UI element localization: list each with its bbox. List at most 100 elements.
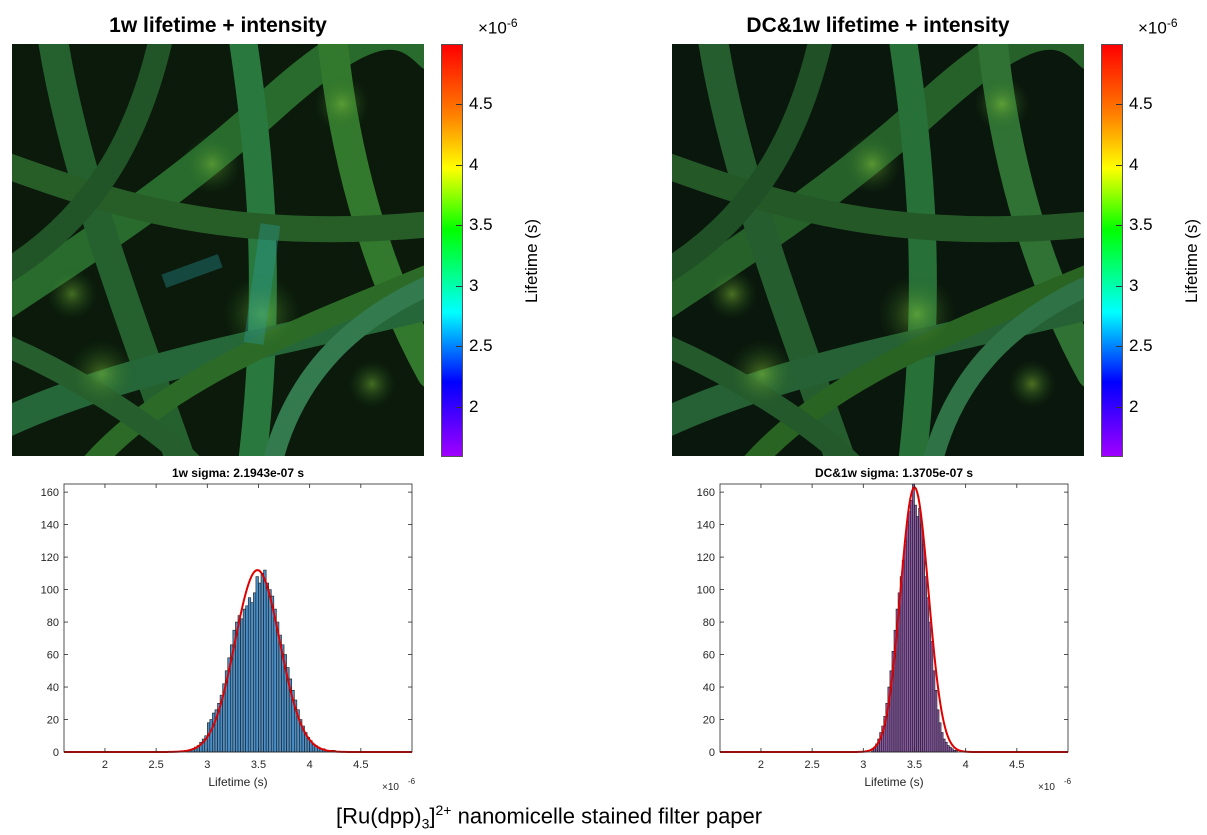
y-tick-label: 160 <box>41 487 59 499</box>
x-axis-exponent-power: -6 <box>408 777 416 786</box>
colorbar-tick-mark <box>1116 104 1122 106</box>
histogram-bar <box>951 748 954 753</box>
y-tick-label: 140 <box>697 520 715 532</box>
colorbar-tick-label: 4.5 <box>469 94 493 114</box>
histogram-bar <box>270 595 275 753</box>
colorbar-tick-mark <box>1116 225 1122 227</box>
histogram-bar <box>934 689 938 753</box>
y-tick-label: 40 <box>703 682 715 694</box>
colorbar-tick-mark <box>456 406 462 408</box>
histogram-bar <box>253 592 257 753</box>
colorbar-tick-label: 4 <box>469 154 479 174</box>
histogram-title-dc1w: DC&1w sigma: 1.3705e-07 s <box>814 466 974 480</box>
colorbar-tick-label: 3 <box>469 275 479 295</box>
image-title-dc1w: DC&1w lifetime + intensity <box>746 14 1010 37</box>
fiber-texture-dc1w <box>672 44 1084 456</box>
histogram-dc1w: 0 20 40 60 80 100 120 140 160 2 2.5 3 3.5 4 4.5 Lifetim… <box>697 483 1072 793</box>
colorbar-dc1w <box>1101 44 1123 457</box>
histogram-bar <box>932 670 936 753</box>
x-tick-label: 2 <box>758 759 764 771</box>
colorbar-tick-label: 4 <box>1129 154 1139 174</box>
image-title-1w: 1w lifetime + intensity <box>109 14 327 37</box>
colorbar-label-1w: Lifetime (s) <box>522 218 541 303</box>
x-tick-label: 4.5 <box>353 759 368 771</box>
histogram-1w: 0 20 40 60 80 100 120 140 160 2 2.5 3 3.5 4 4.5 Lifetim… <box>41 483 416 793</box>
colorbar-tick-mark <box>456 164 462 166</box>
colorbar-tick-mark <box>1116 346 1122 348</box>
histogram-bar <box>928 621 932 753</box>
histogram-bar <box>920 524 923 753</box>
histogram-bar <box>926 597 930 753</box>
x-tick-label: 2 <box>102 759 108 771</box>
y-tick-label: 100 <box>697 585 715 597</box>
colorbar-tick-mark <box>456 225 462 227</box>
histogram-bar <box>914 504 917 753</box>
colorbar-tick-label: 2.5 <box>1129 336 1153 356</box>
histogram-bar <box>245 605 249 753</box>
y-tick-label: 0 <box>709 747 715 759</box>
histogram-bar <box>944 741 948 753</box>
histogram-title-1w: 1w sigma: 2.1943e-07 s <box>171 466 305 480</box>
colorbar-tick-label: 2 <box>469 396 479 416</box>
histogram-bar <box>910 499 913 753</box>
y-tick-label: 80 <box>47 617 59 629</box>
colorbar-tick-label: 2.5 <box>469 336 493 356</box>
histogram-bar <box>276 621 280 753</box>
colorbar-tick-mark <box>1116 406 1122 408</box>
y-tick-label: 20 <box>47 715 59 727</box>
x-tick-label: 2.5 <box>148 759 163 771</box>
histogram-bar <box>916 516 919 753</box>
histogram-bar <box>260 573 264 753</box>
figure-caption: [Ru(dpp)3]2+ nanomicelle stained filter … <box>336 802 763 832</box>
histogram-bar <box>930 641 934 753</box>
colorbar-tick-mark <box>1116 164 1122 166</box>
y-tick-label: 80 <box>703 617 715 629</box>
y-tick-label: 20 <box>703 715 715 727</box>
x-axis-exponent-power: -6 <box>1064 777 1072 786</box>
x-axis-exponent: ×10 <box>1038 782 1055 793</box>
colorbar-tick-mark <box>456 346 462 348</box>
y-tick-label: 60 <box>47 650 59 662</box>
histogram-bar <box>268 589 272 753</box>
colorbar-exponent-dc1w: ×10-6 <box>1138 16 1178 38</box>
histogram-bar <box>240 618 244 753</box>
colorbar-1w <box>441 44 463 457</box>
histogram-bar <box>922 543 926 753</box>
histogram-bar <box>924 576 928 753</box>
colorbar-label-dc1w: Lifetime (s) <box>1182 218 1201 303</box>
axes-frame <box>63 483 413 753</box>
colorbar-tick-label: 3 <box>1129 275 1139 295</box>
colorbar-tick-label: 2 <box>1129 396 1139 416</box>
lifetime-intensity-image-dc1w <box>672 44 1084 456</box>
y-tick-label: 120 <box>41 552 59 564</box>
colorbar-tick-mark <box>1116 285 1122 287</box>
x-tick-label: 3 <box>860 759 866 771</box>
histogram-bar <box>899 576 903 753</box>
colorbar-tick-label: 3.5 <box>1129 215 1153 235</box>
histogram-bar <box>209 719 213 753</box>
axes-frame <box>719 483 1069 753</box>
y-tick-label: 120 <box>697 552 715 564</box>
y-tick-label: 0 <box>53 747 59 759</box>
histogram-bar <box>942 738 946 753</box>
histogram-bar <box>946 745 950 753</box>
colorbar-tick-mark <box>456 285 462 287</box>
histogram-bar <box>250 602 254 753</box>
histogram-bar <box>265 582 270 753</box>
colorbar-tick-label: 3.5 <box>469 215 493 235</box>
histogram-bar <box>938 722 942 753</box>
histogram-bar <box>258 582 262 753</box>
y-tick-label: 60 <box>703 650 715 662</box>
x-tick-label: 3.5 <box>251 759 266 771</box>
x-tick-label: 4 <box>963 759 969 771</box>
histogram-bar <box>918 508 921 753</box>
y-tick-label: 100 <box>41 585 59 597</box>
colorbar-tick-mark <box>456 104 462 106</box>
histogram-bar <box>212 712 216 753</box>
x-tick-label: 4 <box>307 759 313 771</box>
histogram-bar <box>903 543 907 753</box>
histogram-bar <box>908 511 911 753</box>
x-tick-label: 3.5 <box>907 759 922 771</box>
histogram-bar <box>940 732 944 753</box>
x-tick-label: 4.5 <box>1009 759 1024 771</box>
